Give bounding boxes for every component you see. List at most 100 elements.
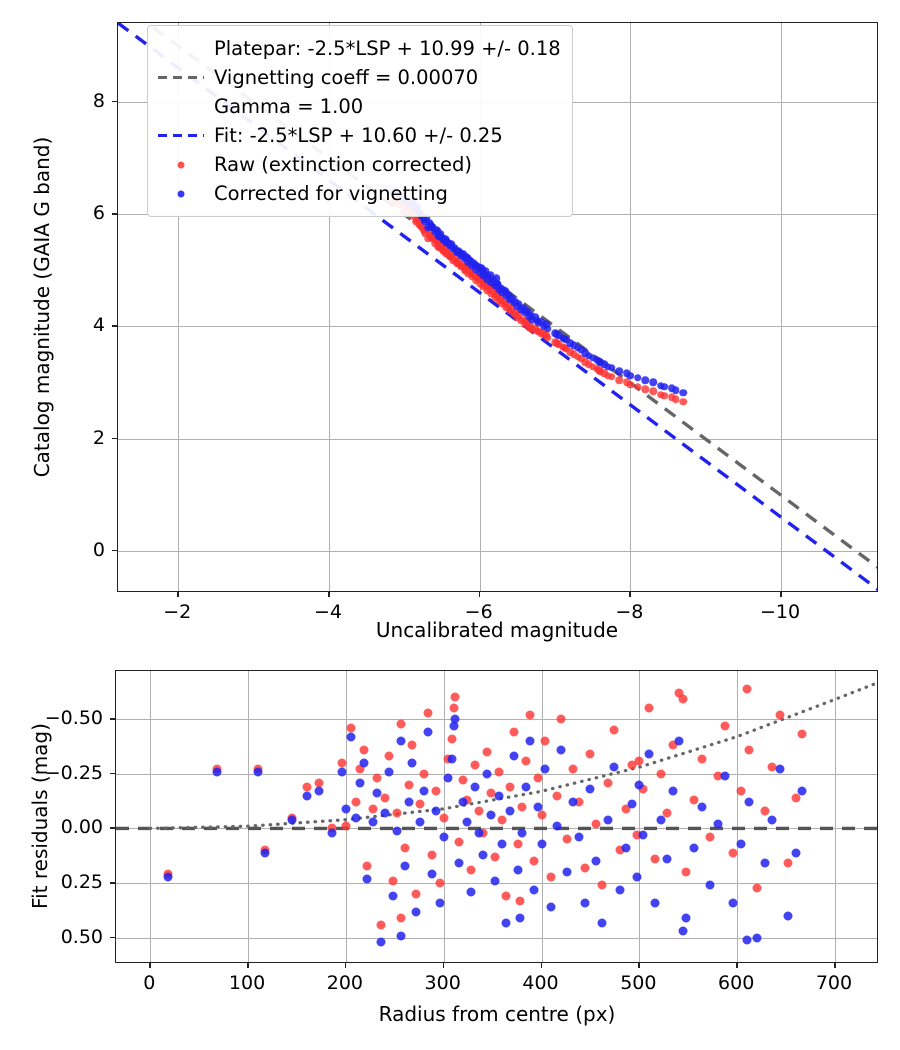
data-point-corrected xyxy=(475,263,483,272)
data-point-raw xyxy=(314,778,323,787)
residuals-plot xyxy=(115,670,878,963)
data-point-corrected xyxy=(302,791,312,801)
gridline-vertical xyxy=(328,23,330,591)
bottom-xaxis-title: Radius from centre (px) xyxy=(378,1002,616,1026)
tick-mark-x xyxy=(540,963,543,968)
data-point-raw xyxy=(384,751,394,761)
data-point-raw xyxy=(501,891,511,901)
data-point-corrected xyxy=(427,222,436,231)
data-point-raw xyxy=(521,756,531,766)
data-point-raw xyxy=(585,749,595,759)
data-point-corrected xyxy=(504,291,513,299)
legend-label: Gamma = 1.00 xyxy=(214,95,364,118)
data-point-raw xyxy=(368,804,378,814)
tick-label-x: 0 xyxy=(143,972,156,994)
data-point-corrected xyxy=(519,304,528,313)
data-point-corrected xyxy=(713,819,723,829)
gridline-vertical xyxy=(639,671,641,962)
data-point-corrected xyxy=(507,294,516,302)
data-point-raw xyxy=(632,830,642,840)
data-point-corrected xyxy=(697,802,707,812)
data-point-corrected xyxy=(570,341,578,350)
data-point-corrected xyxy=(505,806,515,816)
data-point-corrected xyxy=(560,334,568,343)
data-point-raw xyxy=(392,808,402,818)
data-point-corrected xyxy=(436,230,445,238)
data-point-corrected xyxy=(573,343,582,352)
top-legend: Platepar: -2.5*LSP + 10.99 +/- 0.18 Vigne… xyxy=(147,25,573,217)
tick-label-y: −0.50 xyxy=(44,707,103,730)
data-point-corrected xyxy=(656,815,666,825)
data-point-corrected xyxy=(474,828,484,838)
data-point-raw xyxy=(400,843,410,853)
data-point-raw xyxy=(404,780,413,790)
data-point-corrected xyxy=(480,269,488,278)
tick-mark-x xyxy=(247,963,249,968)
data-point-raw xyxy=(562,834,572,844)
tick-label-x: −2 xyxy=(163,601,192,623)
data-point-corrected xyxy=(742,935,752,945)
data-point-corrected xyxy=(668,786,678,796)
data-point-corrected xyxy=(533,316,542,325)
data-point-raw xyxy=(775,710,785,720)
legend-row: Corrected for vignetting xyxy=(158,179,560,208)
data-point-corrected xyxy=(515,913,525,923)
data-point-raw xyxy=(407,740,417,750)
tick-mark-x xyxy=(327,592,330,597)
data-point-corrected xyxy=(649,378,657,387)
data-point-corrected xyxy=(656,382,665,390)
data-point-corrected xyxy=(626,371,635,380)
data-point-corrected xyxy=(580,898,590,908)
data-point-raw xyxy=(419,769,429,779)
data-point-corrected xyxy=(466,887,476,897)
data-point-raw xyxy=(615,845,625,855)
data-point-corrected xyxy=(627,799,636,809)
data-point-corrected xyxy=(431,806,441,816)
vignetting-curve xyxy=(148,682,876,830)
data-point-raw xyxy=(465,267,473,275)
data-point-corrected xyxy=(465,256,473,264)
data-point-corrected xyxy=(752,933,762,943)
data-point-raw xyxy=(529,856,539,866)
data-point-raw xyxy=(607,373,616,381)
data-point-raw xyxy=(644,703,654,713)
data-point-corrected xyxy=(597,918,607,927)
data-point-corrected xyxy=(314,786,323,796)
gridline-vertical xyxy=(781,23,783,591)
data-point-raw xyxy=(570,350,578,359)
data-point-corrected xyxy=(482,769,492,779)
data-point-corrected xyxy=(705,880,715,890)
data-point-corrected xyxy=(588,353,597,362)
legend-key-platepar-line xyxy=(158,68,204,88)
data-point-corrected xyxy=(461,253,470,262)
data-point-raw xyxy=(494,767,503,777)
tick-mark-x xyxy=(638,963,640,968)
data-point-corrected xyxy=(380,808,390,818)
data-point-corrected xyxy=(497,839,507,849)
data-point-corrected xyxy=(404,797,413,807)
data-point-corrected xyxy=(556,745,566,755)
legend-label: Raw (extinction corrected) xyxy=(214,153,472,176)
data-point-raw xyxy=(580,863,590,873)
data-point-corrected xyxy=(478,850,488,860)
data-point-raw xyxy=(461,265,470,273)
bottom-yaxis-title: Fit residuals (mag) xyxy=(28,723,52,909)
data-point-corrected xyxy=(543,324,552,333)
data-point-raw xyxy=(671,395,680,404)
data-point-raw xyxy=(420,227,428,235)
data-point-corrected xyxy=(501,287,510,296)
data-point-corrected xyxy=(678,926,688,936)
data-point-raw xyxy=(705,832,715,842)
data-point-raw xyxy=(351,797,361,807)
data-point-corrected xyxy=(744,797,754,807)
data-point-corrected xyxy=(396,931,406,941)
data-point-raw xyxy=(556,714,566,724)
data-point-corrected xyxy=(392,826,402,836)
tick-label-x: 500 xyxy=(620,972,657,994)
data-point-corrected xyxy=(621,843,631,853)
data-point-corrected xyxy=(407,758,417,768)
data-point-raw xyxy=(337,758,347,768)
data-point-raw xyxy=(662,808,672,818)
data-point-raw xyxy=(681,867,691,877)
